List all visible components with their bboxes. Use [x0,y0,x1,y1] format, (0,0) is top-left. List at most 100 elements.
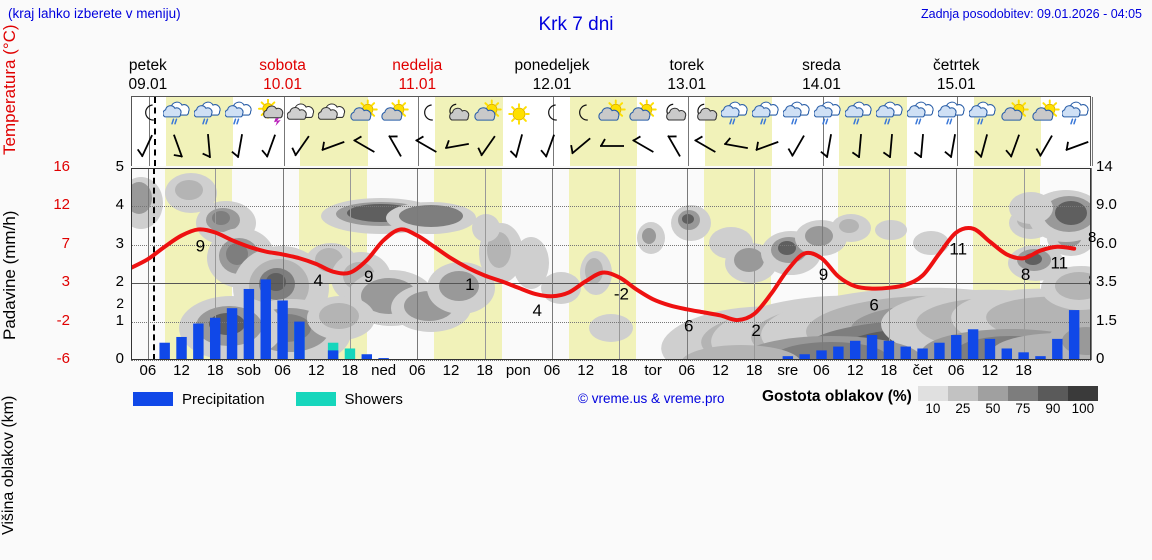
day-header-row: petek 09.01 sobota 10.01 nedelja 11.01 ponedel… [128,56,1091,96]
weather-icon-moon-cloud [442,99,472,129]
weather-icon-sun-thunder [256,99,286,129]
midday-gridline [619,168,621,360]
copyright-credit[interactable]: © vreme.us & vreme.pro [578,391,725,406]
x-axis-label: tor [644,362,662,379]
day-column-ponedeljek: ponedeljek 12.01 [485,56,620,96]
x-axis-label: 06 [543,362,561,379]
weather-icon-moon [535,99,565,129]
wind-barb-icon [287,131,317,161]
weather-icon-sun [504,99,534,129]
precipitation-bar [951,335,962,360]
weather-icon-cloud-rain [194,99,224,129]
cloud-height-tick: 3.5 [1096,273,1117,291]
temperature-value-label: 1 [465,275,474,294]
precipitation-bar [984,338,996,360]
midday-gridline [1023,168,1025,360]
weather-icon-sun-cloud [628,99,658,129]
day-separator [552,168,554,360]
cloud-density-step-label: 100 [1071,401,1095,416]
wind-barb-icon [349,131,379,161]
wind-barb-icon [721,131,751,161]
precipitation-bar [782,356,794,360]
wind-barb-icon [163,131,193,161]
page-title: Krk 7 dni [538,14,614,35]
wind-barb-icon [628,131,658,161]
cloud-density-step-label: 90 [1045,401,1061,416]
x-axis-label: 12 [442,362,460,379]
precipitation-bar [1018,352,1029,360]
cloud-density-legend: Gostota oblakov (%) 10 25 50 75 90 100 [762,386,1098,416]
wind-barb-icon [380,131,410,161]
cloud-density-step-label: 25 [955,401,971,416]
weather-icon-cloud-rain [875,99,906,129]
day-name: sobota [259,57,306,74]
precipitation-bar [193,323,204,360]
day-name: sreda [802,57,841,74]
precipitation-bar [243,288,255,360]
wind-barb-icon [752,131,782,161]
location-menu-note[interactable]: (kraj lahko izberete v meniju) [8,6,181,21]
gridline-horizontal [131,206,1091,208]
temperature-tick: 3 [61,273,70,291]
weather-icon-cloud-rain [1061,99,1092,129]
wind-barb-icon [814,131,844,161]
wind-barb-icon [442,131,472,161]
cloud-density-step [917,386,948,401]
last-update-text: Zadnja posodobitev: 09.01.2026 - 04:05 [920,7,1142,21]
temperature-tick: 16 [53,158,70,175]
precipitation-axis-title: Padavine (mm/h) [0,210,19,340]
weather-icon-sun-cloud [597,99,627,129]
day-date: 12.01 [532,76,572,93]
temperature-end-label: 8 [1088,229,1097,247]
weather-icon-sun-cloud [380,99,410,129]
x-axis-label: 06 [947,362,965,379]
day-name: nedelja [392,57,443,74]
temperature-value-label: 4 [314,271,323,290]
weather-icon-cloud-rain [968,99,999,129]
weather-icon-moon [132,99,162,129]
day-separator [282,168,284,360]
temperature-tick: 7 [61,234,70,252]
x-axis-label: 06 [678,362,696,379]
x-axis-label: 06 [274,362,291,379]
cloud-density-ramp-labels: 10 25 50 75 90 100 [918,401,1098,416]
day-column-torek: torek 13.01 [619,56,754,96]
day-column-sobota: sobota 10.01 [215,56,350,96]
weather-icon-cloud-rain [163,99,193,129]
wind-barb-icon [907,131,937,161]
weather-icon-moon-cloud [690,99,720,129]
wind-barb-icon [845,131,875,161]
wind-barb-icon [1000,131,1030,161]
x-axis-label: 18 [1015,362,1032,379]
x-axis-label: 06 [813,362,830,379]
day-separator [147,168,149,360]
day-name: ponedeljek [514,57,590,74]
day-date: 15.01 [936,76,976,93]
precipitation-bar [967,329,979,360]
precipitation-bar [260,279,271,360]
weather-icon-cloud-rain [844,99,875,129]
weather-icon-cloud-rain [751,99,782,129]
precipitation-tick: 2 [115,273,124,291]
x-axis-label: sre [777,362,799,379]
day-name: petek [128,57,167,74]
weather-icon-moon [566,99,596,129]
x-axis-label: 18 [745,362,763,379]
day-date: 10.01 [263,76,302,93]
day-separator-icons [418,97,420,166]
x-axis-label: sob [236,362,261,379]
temperature-value-label: 4 [532,301,541,320]
cloud-height-axis-title: Višina oblakov (km) [0,395,17,535]
wind-barb-icon [411,131,441,161]
day-date: 14.01 [802,76,841,93]
gridline-horizontal [131,244,1091,246]
day-date: 09.01 [128,76,168,93]
midday-gridline [888,168,890,360]
gridline-horizontal [131,321,1091,323]
temperature-value-label: 11 [949,240,967,259]
day-separator [956,168,958,360]
precipitation-bars [159,279,1080,360]
temperature-value-label: 9 [364,267,373,286]
wind-barb-icon [535,131,565,161]
wind-barb-icon [318,131,348,161]
